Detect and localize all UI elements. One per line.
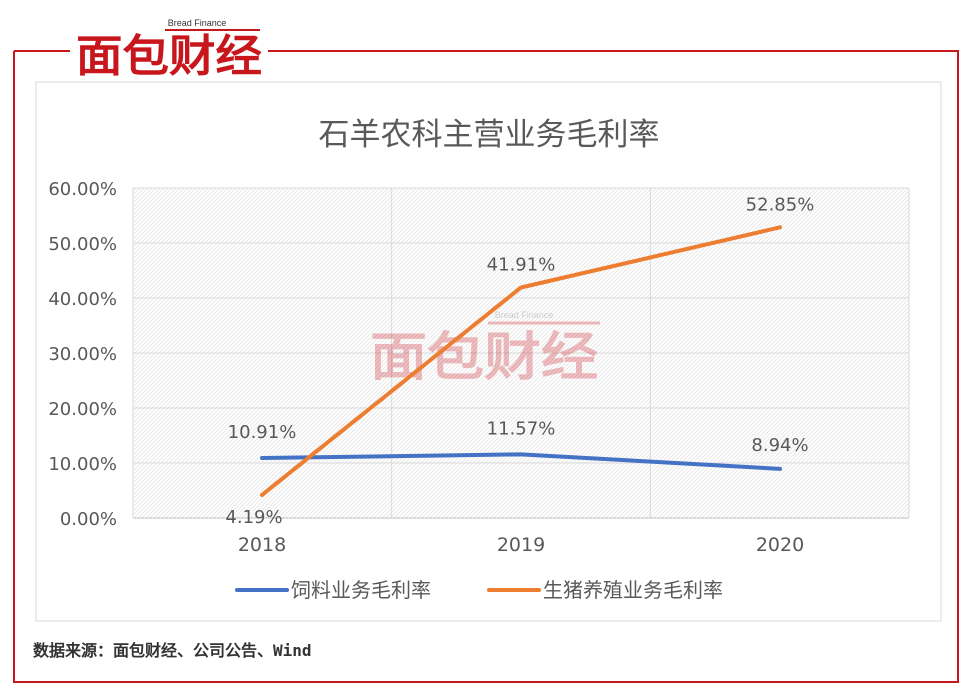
watermark-english-text: Bread Finance xyxy=(495,310,554,320)
data-labels: 10.91% 11.57% 8.94% 4.19% 41.91% 52.85% xyxy=(225,194,814,528)
data-label-feed: 8.94% xyxy=(751,435,808,456)
source-note: 数据来源：面包财经、公司公告、Wind xyxy=(33,641,312,660)
data-label-feed: 11.57% xyxy=(487,418,556,439)
data-label-feed: 10.91% xyxy=(228,422,297,443)
data-label-pig: 4.19% xyxy=(225,507,282,528)
y-tick-label: 40.00% xyxy=(48,289,117,310)
brand-logo-text: 面包财经 xyxy=(76,31,262,82)
x-tick-label: 2018 xyxy=(238,534,286,556)
legend-label-pig: 生猪养殖业务毛利率 xyxy=(543,578,723,602)
y-tick-label: 20.00% xyxy=(48,399,117,420)
series-line-pig xyxy=(260,225,782,497)
series-line-feed xyxy=(260,452,782,471)
legend-label-feed: 饲料业务毛利率 xyxy=(291,578,431,602)
series-lines xyxy=(260,225,782,497)
brand-english-text: Bread Finance xyxy=(168,18,227,28)
outer-frame xyxy=(13,50,959,683)
gridlines xyxy=(132,187,910,519)
x-axis-ticks: 2018 2019 2020 xyxy=(238,534,804,556)
y-tick-label: 30.00% xyxy=(48,344,117,365)
y-tick-label: 50.00% xyxy=(48,234,117,255)
x-tick-label: 2020 xyxy=(756,534,804,556)
y-axis-ticks: 0.00% 10.00% 20.00% 30.00% 40.00% 50.00% 60.00… xyxy=(48,179,117,530)
chart-title: 石羊农科主营业务毛利率 xyxy=(319,117,660,153)
y-tick-label: 10.00% xyxy=(48,454,117,475)
data-label-pig: 52.85% xyxy=(746,194,815,215)
y-tick-label: 0.00% xyxy=(60,509,117,530)
brand-logo: Bread Finance 面包财经 xyxy=(70,17,266,82)
y-tick-label: 60.00% xyxy=(48,179,117,200)
legend: 饲料业务毛利率 生猪养殖业务毛利率 xyxy=(235,578,723,602)
x-tick-label: 2019 xyxy=(497,534,545,556)
data-label-pig: 41.91% xyxy=(487,254,556,275)
